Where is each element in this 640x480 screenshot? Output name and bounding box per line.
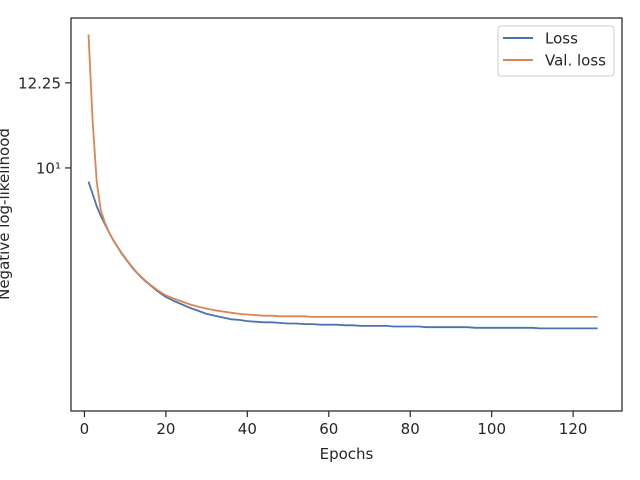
x-tick-label: 120 — [559, 420, 588, 438]
x-tick-label: 40 — [238, 420, 257, 438]
x-axis-label: Epochs — [320, 445, 374, 463]
legend-label-val-loss: Val. loss — [545, 52, 606, 70]
ticks-layer: 0 20 40 60 80 100 120 10¹ 12.25 — [18, 74, 587, 438]
x-tick-label: 100 — [477, 420, 506, 438]
legend: Loss Val. loss — [497, 25, 615, 77]
series-layer — [87, 34, 598, 330]
plot-frame — [70, 17, 623, 412]
y-tick-label: 12.25 — [18, 74, 61, 92]
x-tick-label: 80 — [401, 420, 420, 438]
x-tick-label: 60 — [319, 420, 338, 438]
y-tick-label: 10¹ — [36, 159, 61, 177]
x-tick-label: 20 — [156, 420, 175, 438]
series-line-val-loss — [87, 34, 598, 318]
legend-label-loss: Loss — [545, 30, 578, 48]
series-line-loss — [87, 181, 598, 330]
y-axis-label: Negative log-likelihood — [0, 128, 13, 300]
x-tick-label: 0 — [80, 420, 90, 438]
